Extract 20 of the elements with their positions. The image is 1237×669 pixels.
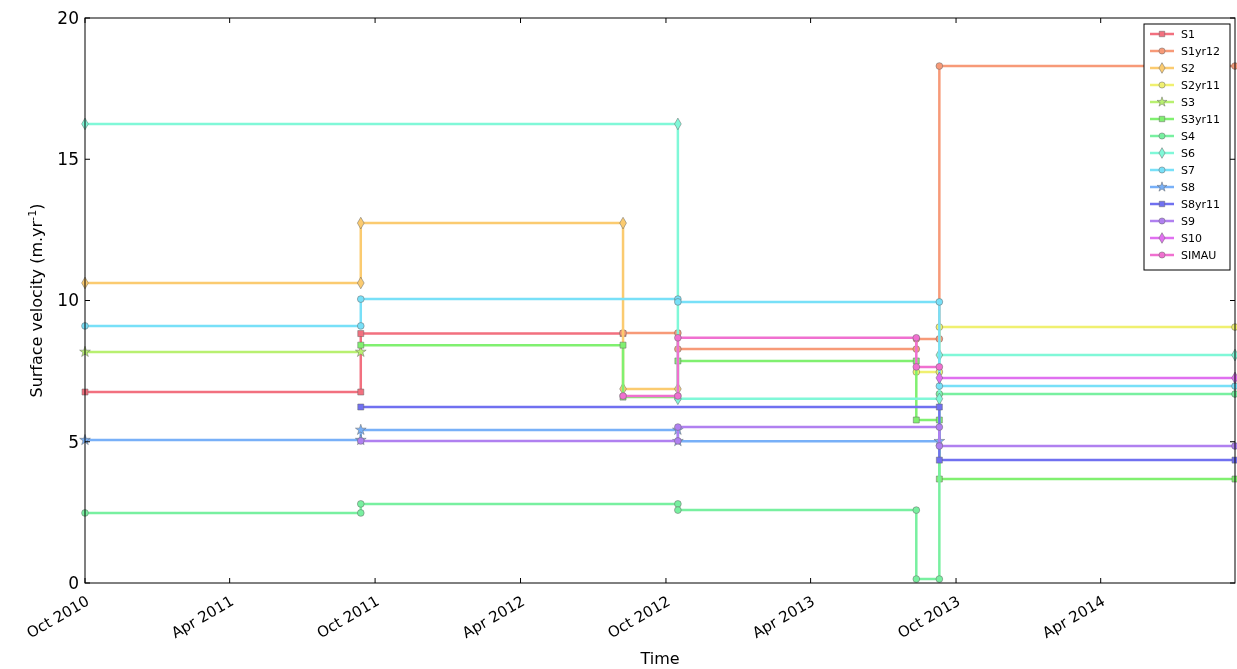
y-tick-label: 0 <box>68 572 79 593</box>
legend-label: S9 <box>1181 214 1195 228</box>
legend-label: S2yr11 <box>1181 78 1221 92</box>
y-tick-label: 20 <box>57 7 79 28</box>
legend-label: S1yr12 <box>1181 44 1221 58</box>
y-tick-label: 10 <box>57 290 79 311</box>
legend-label: S8 <box>1181 180 1195 194</box>
legend-label: S10 <box>1181 231 1202 245</box>
legend-label: S7 <box>1181 163 1195 177</box>
legend-label: S3 <box>1181 95 1195 109</box>
legend-label: S3yr11 <box>1181 112 1221 126</box>
legend-label: S8yr11 <box>1181 197 1221 211</box>
legend-label: S1 <box>1181 27 1195 41</box>
y-tick-label: 15 <box>57 149 79 170</box>
y-tick-label: 5 <box>68 431 79 452</box>
legend-label: SIMAU <box>1181 248 1217 262</box>
x-axis-title: Time <box>639 649 680 668</box>
legend-label: S6 <box>1181 146 1195 160</box>
legend-label: S4 <box>1181 129 1195 143</box>
legend-label: S2 <box>1181 61 1195 75</box>
